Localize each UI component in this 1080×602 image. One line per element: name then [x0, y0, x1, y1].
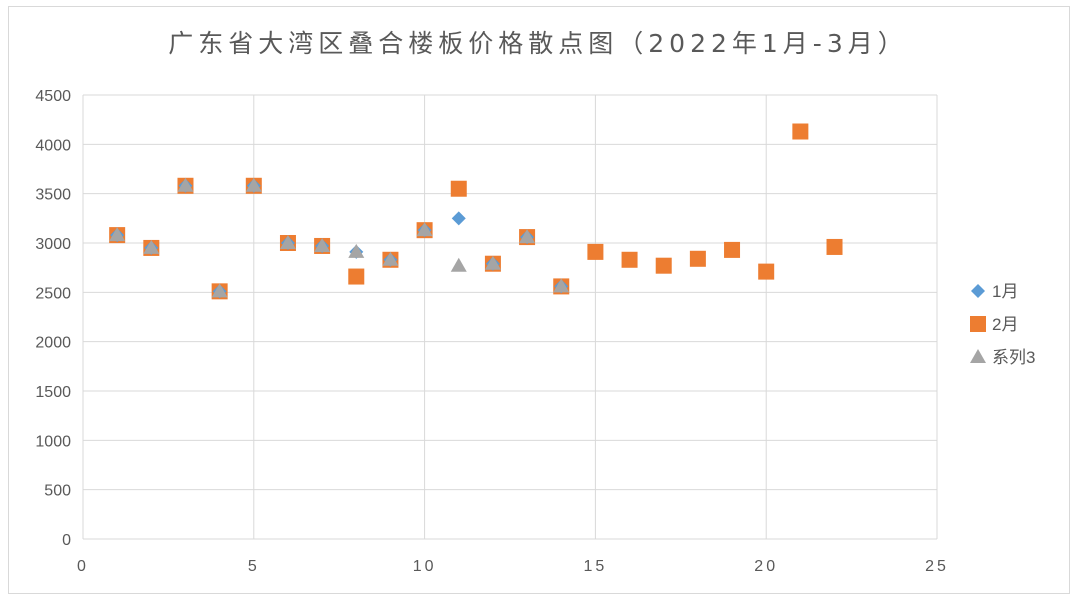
data-points [109, 123, 843, 300]
data-point-triangle [450, 257, 467, 272]
data-point-diamond [451, 211, 466, 226]
data-point-triangle [245, 177, 262, 192]
legend-marker-triangle [970, 349, 986, 363]
chart-title: 广东省大湾区叠合楼板价格散点图（2022年1月-3月） [168, 29, 907, 58]
data-point-triangle [279, 235, 296, 249]
legend-label: 系列3 [992, 348, 1035, 367]
y-tick-label: 1500 [35, 384, 71, 401]
y-tick-label: 1000 [35, 433, 71, 450]
legend-label: 1月 [992, 282, 1018, 301]
data-point-square [792, 123, 809, 140]
chart-frame [8, 6, 1070, 594]
data-point-square [724, 241, 741, 258]
x-tick-label: 15 [584, 558, 608, 575]
data-point-triangle [109, 227, 126, 242]
y-tick-label: 4500 [35, 88, 71, 105]
data-point-square [655, 257, 672, 274]
data-point-triangle [143, 239, 160, 254]
x-tick-label: 5 [248, 558, 260, 575]
data-point-triangle [314, 237, 331, 252]
data-point-triangle [416, 222, 433, 237]
y-tick-label: 0 [62, 532, 71, 549]
data-point-triangle [211, 283, 228, 298]
y-tick-label: 2000 [35, 335, 71, 352]
y-tick-label: 3500 [35, 187, 71, 204]
legend-marker-diamond [971, 284, 985, 298]
data-point-triangle [382, 251, 399, 266]
legend-label: 2月 [992, 315, 1018, 334]
y-tick-label: 4000 [35, 137, 71, 154]
y-tick-label: 3000 [35, 236, 71, 253]
data-point-square [450, 180, 467, 197]
x-axis-tick-labels: 0 5 10 15 20 25 [77, 558, 949, 575]
data-point-triangle [519, 229, 536, 244]
x-tick-label: 20 [754, 558, 778, 575]
data-point-square [826, 238, 843, 255]
data-point-triangle [553, 278, 570, 293]
x-tick-label: 25 [925, 558, 949, 575]
y-tick-label: 2500 [35, 285, 71, 302]
x-tick-label: 0 [77, 558, 89, 575]
data-point-square [621, 251, 638, 268]
data-point-square [689, 250, 706, 267]
data-point-square [348, 268, 365, 285]
data-point-triangle [348, 243, 365, 258]
y-tick-label: 500 [44, 483, 71, 500]
x-tick-label: 10 [413, 558, 437, 575]
data-point-square [758, 263, 775, 280]
legend-marker-square [970, 316, 986, 332]
data-point-triangle [484, 255, 501, 270]
data-point-square [587, 243, 604, 260]
data-point-triangle [177, 177, 194, 192]
y-axis-tick-labels: 0 500 1000 1500 2000 2500 3000 3500 4000 4500 [35, 88, 71, 549]
grid-lines [82, 94, 938, 540]
